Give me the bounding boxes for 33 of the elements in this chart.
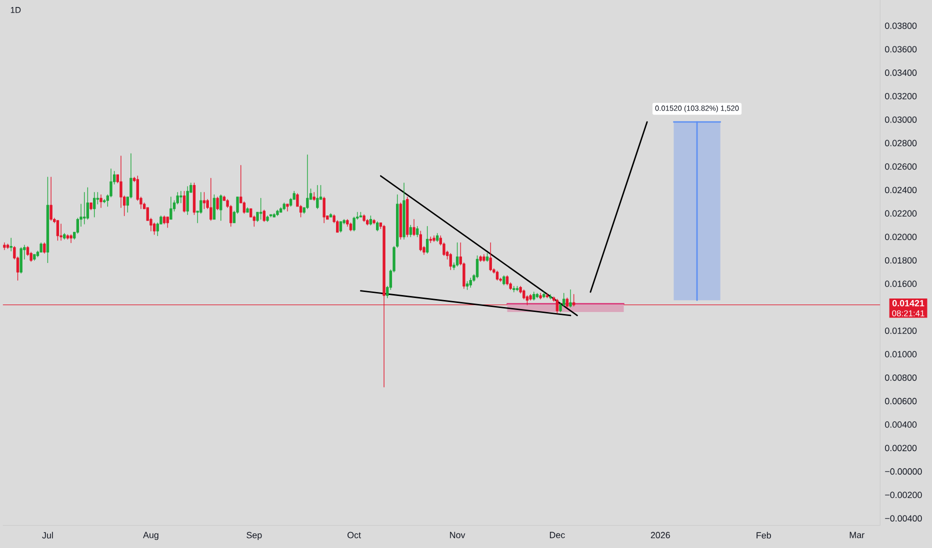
y-tick-label: 0.00200 — [885, 444, 917, 452]
y-tick-label: 0.03400 — [885, 69, 917, 76]
y-tick-label: −0.00200 — [885, 492, 922, 498]
x-tick-label: Feb — [756, 532, 771, 538]
text: 1D — [10, 6, 21, 13]
y-tick-label: −0.00400 — [885, 515, 922, 522]
x-tick-label: Sep — [246, 532, 262, 540]
y-tick-label: 0.01600 — [885, 280, 917, 287]
y-tick-label: 0.01000 — [885, 350, 917, 358]
y-tick-label: 0.02800 — [885, 140, 917, 146]
x-tick-label: Nov — [450, 532, 466, 538]
y-tick-label: 0.00800 — [885, 374, 917, 381]
y-tick-label: 0.03800 — [885, 22, 917, 29]
ref-line-label: 0.01421 — [892, 300, 924, 306]
text: 08:21:41 — [892, 310, 924, 316]
y-tick-label: 0.00400 — [885, 421, 917, 428]
y-tick-label: 0.02600 — [885, 163, 917, 170]
y-tick-label: 0.02200 — [885, 210, 917, 216]
y-tick-label: −0.00000 — [885, 468, 922, 474]
x-tick-label: Oct — [348, 532, 361, 538]
x-tick-label: 2026 — [650, 532, 670, 538]
y-tick-label: 0.00600 — [885, 398, 917, 404]
x-tick-label: Mar — [850, 532, 864, 538]
x-tick-label: Dec — [550, 532, 565, 538]
y-tick-label: 0.01200 — [885, 327, 917, 334]
y-tick-label: 0.03200 — [885, 92, 917, 100]
y-tick-label: 0.02400 — [885, 186, 917, 193]
y-tick-label: 0.01800 — [885, 257, 917, 264]
y-tick-label: 0.02000 — [885, 234, 917, 240]
x-tick-label: Aug — [143, 532, 158, 540]
y-tick-label: 0.03600 — [885, 46, 917, 52]
x-tick-label: Jul — [42, 532, 53, 538]
y-tick-label: 0.03000 — [885, 116, 917, 123]
